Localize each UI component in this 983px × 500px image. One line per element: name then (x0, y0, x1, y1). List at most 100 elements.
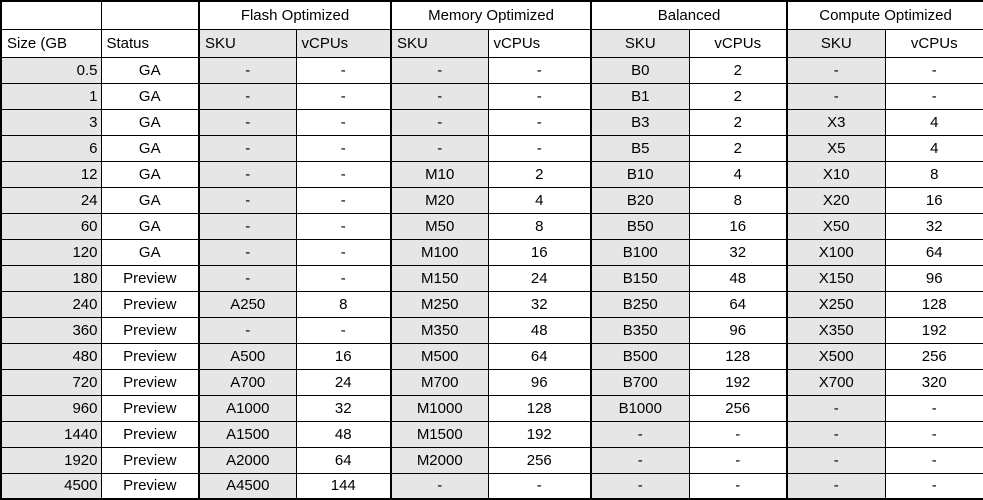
balanced-vcpus-cell: 4 (688, 160, 789, 188)
memory-sku-cell: - (390, 108, 489, 136)
balanced-vcpus-cell: - (688, 472, 789, 500)
memory-sku-cell: M20 (390, 186, 489, 214)
flash-vcpus-cell: - (295, 108, 392, 136)
memory-sku-cell: - (390, 134, 489, 162)
compute-vcpus-cell: - (884, 56, 983, 84)
compute-sku-cell: X100 (786, 238, 886, 266)
table-row: 6 GA - - - - B5 2 X5 4 (0, 134, 983, 162)
table-row: 960 Preview A1000 32 M1000 128 B1000 256- - (0, 394, 983, 422)
compute-sku-cell: X5 (786, 134, 886, 162)
memory-sku-cell: M1500 (390, 420, 489, 448)
flash-vcpus-cell: - (295, 186, 392, 214)
compute-vcpus-cell: 32 (884, 212, 983, 240)
balanced-vcpus-cell: 2 (688, 134, 789, 162)
memory-vcpus-cell: 64 (487, 342, 593, 370)
flash-sku-cell: A250 (198, 290, 297, 318)
flash-sku-cell: A2000 (198, 446, 297, 474)
status-cell: GA (100, 56, 200, 84)
status-cell: Preview (100, 394, 200, 422)
compute-sku-cell: X500 (786, 342, 886, 370)
balanced-vcpus-cell: 2 (688, 108, 789, 136)
table-row: 1440 Preview A1500 48 M1500 192- - - - (0, 420, 983, 448)
size-cell: 1 (0, 82, 102, 110)
compute-vcpus-cell: 320 (884, 368, 983, 396)
compute-vcpus-column-header: vCPUs (884, 28, 983, 58)
compute-vcpus-cell: 192 (884, 316, 983, 344)
size-cell: 6 (0, 134, 102, 162)
size-cell: 480 (0, 342, 102, 370)
flash-sku-cell: - (198, 316, 297, 344)
memory-sku-cell: M250 (390, 290, 489, 318)
table-row: 240 Preview A250 8 M250 32 B250 64 X250 128 (0, 290, 983, 318)
balanced-vcpus-cell: - (688, 446, 789, 474)
flash-sku-cell: - (198, 82, 297, 110)
compute-sku-cell: - (786, 446, 886, 474)
balanced-sku-cell: B100 (590, 238, 690, 266)
flash-vcpus-cell: - (295, 238, 392, 266)
balanced-sku-cell: - (590, 446, 690, 474)
size-cell: 180 (0, 264, 102, 292)
compute-sku-cell: X10 (786, 160, 886, 188)
group-header-row: Flash Optimized Memory Optimized Balance… (0, 0, 983, 30)
size-cell: 1440 (0, 420, 102, 448)
status-cell: Preview (100, 472, 200, 500)
memory-sku-cell: - (390, 82, 489, 110)
size-cell: 360 (0, 316, 102, 344)
memory-vcpus-cell: 4 (487, 186, 593, 214)
size-column-header: Size (GB (0, 28, 102, 58)
balanced-sku-column-header: SKU (590, 28, 690, 58)
compute-sku-cell: X3 (786, 108, 886, 136)
memory-sku-cell: - (390, 56, 489, 84)
memory-vcpus-cell: - (487, 472, 593, 500)
flash-vcpus-cell: 8 (295, 290, 392, 318)
compute-sku-cell: X250 (786, 290, 886, 318)
flash-sku-cell: - (198, 212, 297, 240)
flash-sku-cell: A700 (198, 368, 297, 396)
flash-sku-cell: A4500 (198, 472, 297, 500)
balanced-sku-cell: B5 (590, 134, 690, 162)
balanced-sku-cell: - (590, 420, 690, 448)
compute-sku-column-header: SKU (786, 28, 886, 58)
memory-vcpus-cell: 16 (487, 238, 593, 266)
compute-sku-cell: X20 (786, 186, 886, 214)
compute-vcpus-cell: 16 (884, 186, 983, 214)
compute-vcpus-cell: - (884, 472, 983, 500)
memory-vcpus-cell: 256 (487, 446, 593, 474)
compute-sku-cell: - (786, 394, 886, 422)
table-row: 720 Preview A700 24 M700 96 B700 192 X700 320 (0, 368, 983, 396)
compute-sku-cell: X50 (786, 212, 886, 240)
balanced-vcpus-cell: 192 (688, 368, 789, 396)
balanced-sku-cell: B0 (590, 56, 690, 84)
flash-sku-cell: - (198, 56, 297, 84)
flash-vcpus-cell: 32 (295, 394, 392, 422)
compute-vcpus-cell: 8 (884, 160, 983, 188)
balanced-vcpus-cell: 256 (688, 394, 789, 422)
balanced-vcpus-cell: 2 (688, 56, 789, 84)
memory-vcpus-column-header: vCPUs (487, 28, 593, 58)
balanced-vcpus-column-header: vCPUs (688, 28, 789, 58)
size-cell: 1920 (0, 446, 102, 474)
status-cell: GA (100, 134, 200, 162)
group-header-compute-optimized: Compute Optimized (786, 0, 983, 30)
size-cell: 720 (0, 368, 102, 396)
balanced-vcpus-cell: 32 (688, 238, 789, 266)
balanced-sku-cell: B20 (590, 186, 690, 214)
balanced-sku-cell: B10 (590, 160, 690, 188)
status-cell: GA (100, 238, 200, 266)
status-cell: Preview (100, 290, 200, 318)
balanced-vcpus-cell: 16 (688, 212, 789, 240)
size-cell: 24 (0, 186, 102, 214)
flash-vcpus-cell: 16 (295, 342, 392, 370)
flash-sku-cell: - (198, 160, 297, 188)
balanced-sku-cell: B150 (590, 264, 690, 292)
balanced-sku-cell: B700 (590, 368, 690, 396)
memory-vcpus-cell: 24 (487, 264, 593, 292)
memory-vcpus-cell: 2 (487, 160, 593, 188)
compute-sku-cell: - (786, 82, 886, 110)
memory-vcpus-cell: - (487, 56, 593, 84)
memory-sku-cell: M150 (390, 264, 489, 292)
compute-vcpus-cell: 96 (884, 264, 983, 292)
flash-sku-cell: - (198, 134, 297, 162)
compute-vcpus-cell: - (884, 420, 983, 448)
balanced-vcpus-cell: 8 (688, 186, 789, 214)
